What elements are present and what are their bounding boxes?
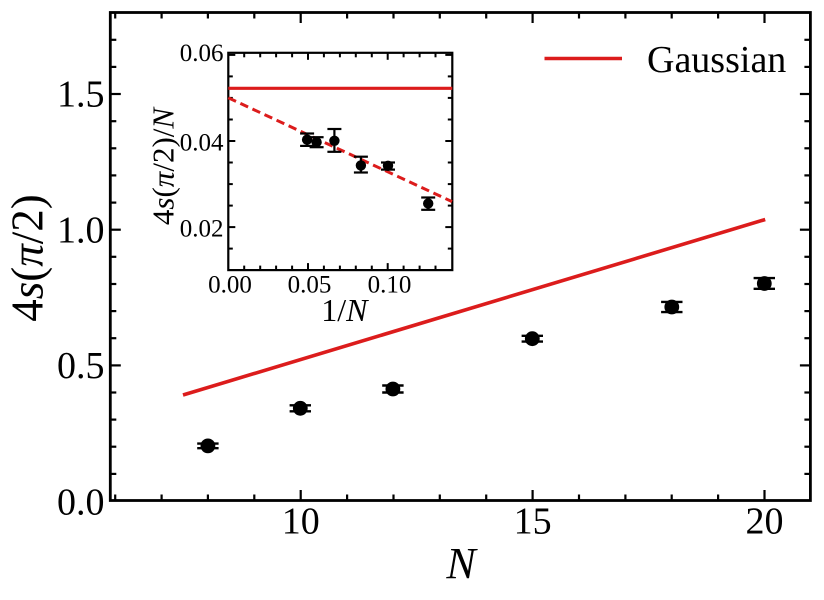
- svg-text:1.5: 1.5: [57, 74, 105, 116]
- svg-text:0.04: 0.04: [180, 129, 224, 156]
- svg-text:0.06: 0.06: [180, 40, 224, 67]
- svg-text:0.05: 0.05: [288, 271, 332, 298]
- svg-text:1/N: 1/N: [321, 292, 369, 328]
- svg-text:0.5: 0.5: [57, 345, 105, 387]
- svg-text:1.0: 1.0: [57, 209, 105, 251]
- svg-text:0.10: 0.10: [368, 271, 412, 298]
- svg-text:0.02: 0.02: [180, 215, 224, 242]
- svg-text:15: 15: [514, 501, 552, 543]
- svg-text:4s(π/2)/N: 4s(π/2)/N: [146, 106, 181, 226]
- svg-text:0.00: 0.00: [208, 271, 252, 298]
- svg-text:N: N: [445, 539, 478, 588]
- svg-text:10: 10: [282, 501, 320, 543]
- svg-text:Gaussian: Gaussian: [647, 39, 786, 81]
- svg-text:20: 20: [746, 501, 784, 543]
- svg-text:0.0: 0.0: [57, 482, 105, 524]
- svg-text:4s(π/2): 4s(π/2): [3, 194, 53, 322]
